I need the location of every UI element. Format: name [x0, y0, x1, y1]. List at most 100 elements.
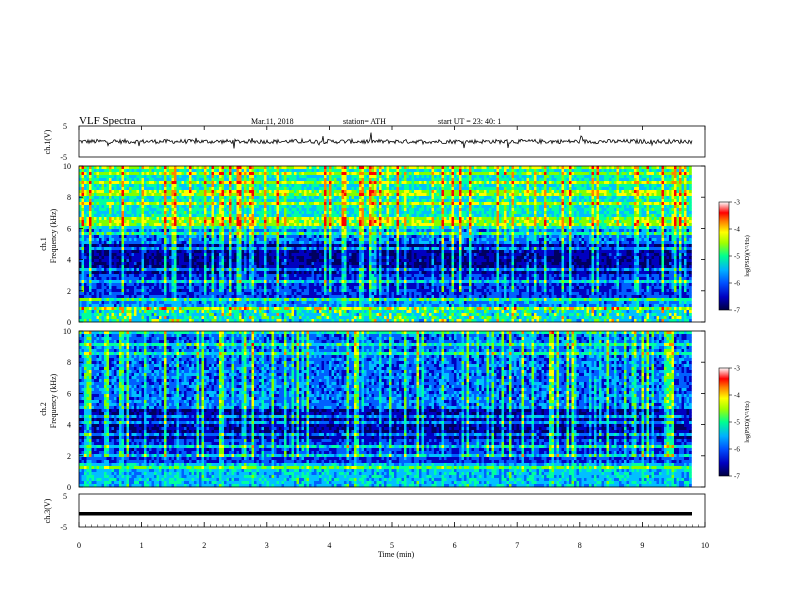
spectrogram-cell: [392, 184, 395, 187]
spectrogram-cell: [137, 199, 140, 202]
spectrogram-cell: [489, 172, 492, 175]
spectrogram-cell: [497, 166, 500, 169]
spectrogram-cell: [207, 178, 210, 181]
spectrogram-cell: [264, 226, 267, 229]
spectrogram-cell: [194, 172, 197, 175]
spectrogram-cell: [582, 211, 585, 214]
spectrogram-cell: [527, 184, 530, 187]
spectrogram-cell: [509, 178, 512, 181]
spectrogram-cell: [189, 193, 192, 196]
spectrogram-cell: [392, 211, 395, 214]
spectrogram-cell: [487, 196, 490, 199]
spectrogram-cell: [574, 220, 577, 223]
spectrogram-cell: [147, 217, 150, 220]
spectrogram-cell: [629, 214, 632, 217]
spectrogram-cell: [229, 220, 232, 223]
spectrogram-cell: [152, 196, 155, 199]
spectrogram-cell: [309, 223, 312, 226]
spectrogram-cell: [417, 178, 420, 181]
spectrogram-cell: [182, 166, 185, 169]
spectrogram-cell: [659, 172, 662, 175]
spectrogram-cell: [509, 190, 512, 193]
spectrogram-cell: [599, 175, 602, 178]
spectrogram-cell: [519, 169, 522, 172]
spectrogram-cell: [242, 187, 245, 190]
spectrogram-cell: [284, 208, 287, 211]
spectrogram-cell: [297, 196, 300, 199]
spectrogram-cell: [172, 220, 175, 223]
spectrogram-cell: [662, 178, 665, 181]
spectrogram-cell: [182, 205, 185, 208]
spectrogram-cell: [557, 211, 560, 214]
spectrogram-cell: [122, 202, 125, 205]
spectrogram-cell: [237, 223, 240, 226]
spectrogram-cell: [447, 178, 450, 181]
spectrogram-cell: [302, 208, 305, 211]
spectrogram-cell: [337, 220, 340, 223]
spectrogram-cell: [582, 187, 585, 190]
spectrogram-cell: [644, 175, 647, 178]
spectrogram-cell: [382, 187, 385, 190]
spectrogram-cell: [147, 208, 150, 211]
spectrogram-cell: [529, 193, 532, 196]
spectrogram-cell: [122, 196, 125, 199]
spectrogram-cell: [447, 214, 450, 217]
spectrogram-cell: [574, 217, 577, 220]
spectrogram-cell: [369, 169, 372, 172]
spectrogram-cell: [617, 193, 620, 196]
spectrogram-cell: [347, 196, 350, 199]
spectrogram-cell: [592, 214, 595, 217]
spectrogram-cell: [82, 187, 85, 190]
spectrogram-cell: [634, 181, 637, 184]
spectrogram-cell: [152, 193, 155, 196]
spectrogram-cell: [367, 211, 370, 214]
spectrogram-cell: [392, 166, 395, 169]
spectrogram-cell: [604, 214, 607, 217]
spectrogram-cell: [652, 208, 655, 211]
spectrogram-cell: [547, 175, 550, 178]
spectrogram-cell: [319, 181, 322, 184]
spectrogram-cell: [89, 205, 92, 208]
spectrogram-cell: [522, 175, 525, 178]
spectrogram-cell: [602, 196, 605, 199]
spectrogram-cell: [282, 187, 285, 190]
spectrogram-cell: [567, 187, 570, 190]
spectrogram-cell: [359, 199, 362, 202]
ch1-ytick-bottom: -5: [60, 153, 67, 162]
spectrogram-cell: [657, 223, 660, 226]
spectrogram-cell: [617, 178, 620, 181]
spectrogram-cell: [277, 223, 280, 226]
spectrogram-cell: [244, 199, 247, 202]
spectrogram-cell: [432, 220, 435, 223]
spectrogram-cell: [434, 196, 437, 199]
spectrogram-cell: [369, 184, 372, 187]
spectrogram-cell: [179, 178, 182, 181]
spectrogram-cell: [337, 196, 340, 199]
spectrogram-cell: [434, 181, 437, 184]
spectrogram-cell: [329, 169, 332, 172]
spectrogram-cell: [344, 190, 347, 193]
spectrogram-cell: [277, 196, 280, 199]
spectrogram-cell: [294, 187, 297, 190]
spectrogram-cell: [197, 226, 200, 229]
spectrogram-cell: [139, 199, 142, 202]
spectrogram-cell: [622, 223, 625, 226]
spectrogram-cell: [189, 178, 192, 181]
ch1-ytick-top: 5: [63, 122, 67, 131]
spectrogram-cell: [634, 223, 637, 226]
spectrogram-cell: [162, 226, 165, 229]
spectrogram-cell: [214, 172, 217, 175]
spectrogram-cell: [684, 217, 687, 220]
spectrogram-cell: [584, 166, 587, 169]
spectrogram-cell: [619, 193, 622, 196]
spectrogram-cell: [267, 184, 270, 187]
spectrogram-cell: [334, 166, 337, 169]
spectrogram-cell: [87, 214, 90, 217]
spectrogram-cell: [179, 226, 182, 229]
spectrogram-cell: [614, 217, 617, 220]
spectrogram-cell: [304, 166, 307, 169]
spectrogram-cell: [637, 190, 640, 193]
spectrogram-cell: [379, 202, 382, 205]
spectrogram-cell: [672, 202, 675, 205]
spectrogram-cell: [354, 217, 357, 220]
